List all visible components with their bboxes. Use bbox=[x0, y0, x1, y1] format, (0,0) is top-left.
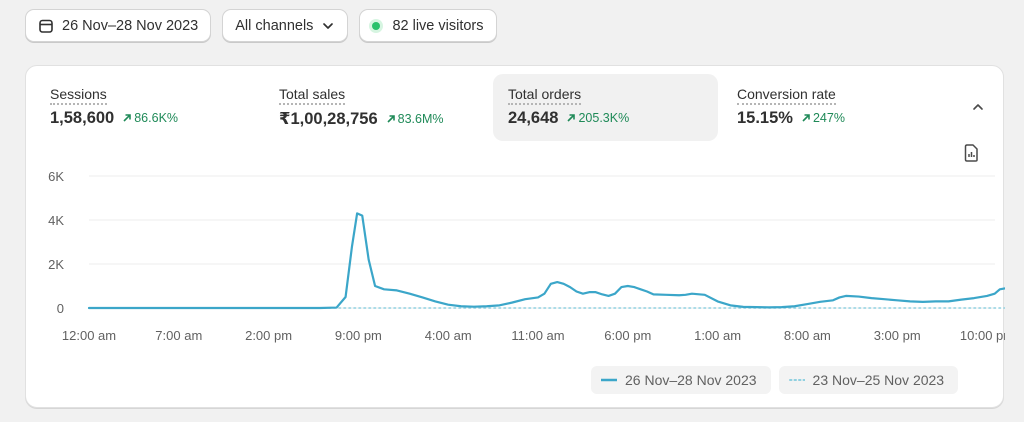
x-tick-label: 2:00 pm bbox=[245, 328, 292, 343]
metric-change: 205.3K% bbox=[566, 111, 629, 125]
y-tick-label: 4K bbox=[48, 213, 64, 228]
live-indicator-icon bbox=[372, 21, 381, 30]
metric-change: 86.6K% bbox=[122, 111, 178, 125]
metric-label: Sessions bbox=[50, 86, 107, 105]
y-tick-label: 6K bbox=[48, 169, 64, 184]
live-visitors-label: 82 live visitors bbox=[392, 17, 484, 34]
calendar-icon bbox=[38, 18, 54, 34]
metric-change: 247% bbox=[801, 111, 845, 125]
x-tick-label: 12:00 am bbox=[62, 328, 116, 343]
channels-dropdown[interactable]: All channels bbox=[222, 9, 349, 42]
metric-change-value: 86.6K% bbox=[134, 111, 179, 125]
x-tick-label: 10:00 pm bbox=[960, 328, 1005, 343]
metric-total-sales[interactable]: Total sales ₹1,00,28,756 83.6M% bbox=[255, 74, 480, 141]
metric-value: 15.15% bbox=[737, 109, 793, 127]
channels-label: All channels bbox=[235, 17, 314, 34]
x-tick-label: 3:00 pm bbox=[874, 328, 921, 343]
date-range-button[interactable]: 26 Nov–28 Nov 2023 bbox=[25, 9, 212, 42]
dotted-line-icon bbox=[788, 379, 805, 381]
x-tick-label: 8:00 am bbox=[784, 328, 831, 343]
date-range-label: 26 Nov–28 Nov 2023 bbox=[62, 17, 199, 34]
chevron-down-icon bbox=[321, 19, 335, 33]
chart-legend: 26 Nov–28 Nov 2023 23 Nov–25 Nov 2023 bbox=[591, 366, 959, 394]
metrics-card: Sessions 1,58,600 86.6K% Total sales ₹1,… bbox=[25, 65, 1005, 408]
metric-change-value: 205.3K% bbox=[578, 111, 630, 125]
metric-total-orders[interactable]: Total orders 24,648 205.3K% bbox=[493, 74, 718, 141]
metric-value: 24,648 bbox=[508, 109, 559, 127]
collapse-button[interactable] bbox=[971, 100, 985, 119]
live-visitors-button[interactable]: 82 live visitors bbox=[359, 9, 497, 42]
metric-label: Total sales bbox=[279, 86, 346, 105]
x-tick-label: 9:00 pm bbox=[335, 328, 382, 343]
legend-item-current[interactable]: 26 Nov–28 Nov 2023 bbox=[591, 366, 771, 394]
y-tick-label: 0 bbox=[57, 301, 64, 316]
orders-line-chart: 6K 4K 2K 0 12:00 am 7:00 am 2:00 pm 9:00 pm 4:00… bbox=[48, 169, 1005, 343]
arrow-up-right-icon bbox=[802, 114, 810, 122]
arrow-up-right-icon bbox=[123, 114, 132, 122]
x-tick-label: 1:00 am bbox=[694, 328, 741, 343]
metric-label: Total orders bbox=[508, 86, 582, 105]
toolbar: 26 Nov–28 Nov 2023 All channels 82 live … bbox=[25, 9, 497, 42]
legend-label: 26 Nov–28 Nov 2023 bbox=[625, 372, 757, 388]
solid-line-icon bbox=[601, 378, 617, 382]
metric-sessions[interactable]: Sessions 1,58,600 86.6K% bbox=[26, 74, 251, 141]
legend-label: 23 Nov–25 Nov 2023 bbox=[812, 372, 945, 388]
legend-item-comparison[interactable]: 23 Nov–25 Nov 2023 bbox=[778, 366, 959, 394]
metric-change: 83.6M% bbox=[386, 112, 444, 126]
export-report-button[interactable] bbox=[963, 144, 979, 167]
arrow-up-right-icon bbox=[567, 114, 576, 122]
metric-value: 1,58,600 bbox=[50, 109, 115, 127]
chart-report-icon bbox=[964, 144, 978, 162]
metric-label: Conversion rate bbox=[737, 86, 836, 105]
x-tick-label: 4:00 am bbox=[425, 328, 472, 343]
x-tick-label: 7:00 am bbox=[155, 328, 202, 343]
chevron-up-icon bbox=[973, 104, 983, 110]
metric-value: ₹1,00,28,756 bbox=[279, 110, 378, 128]
metric-change-value: 247% bbox=[812, 111, 845, 125]
x-tick-label: 11:00 am bbox=[511, 328, 564, 343]
arrow-up-right-icon bbox=[387, 115, 395, 123]
metric-conversion-rate[interactable]: Conversion rate 15.15% 247% bbox=[713, 74, 938, 141]
x-tick-label: 6:00 pm bbox=[604, 328, 651, 343]
y-tick-label: 2K bbox=[48, 257, 64, 272]
metric-change-value: 83.6M% bbox=[397, 112, 444, 126]
primary-series-line bbox=[87, 212, 1005, 310]
